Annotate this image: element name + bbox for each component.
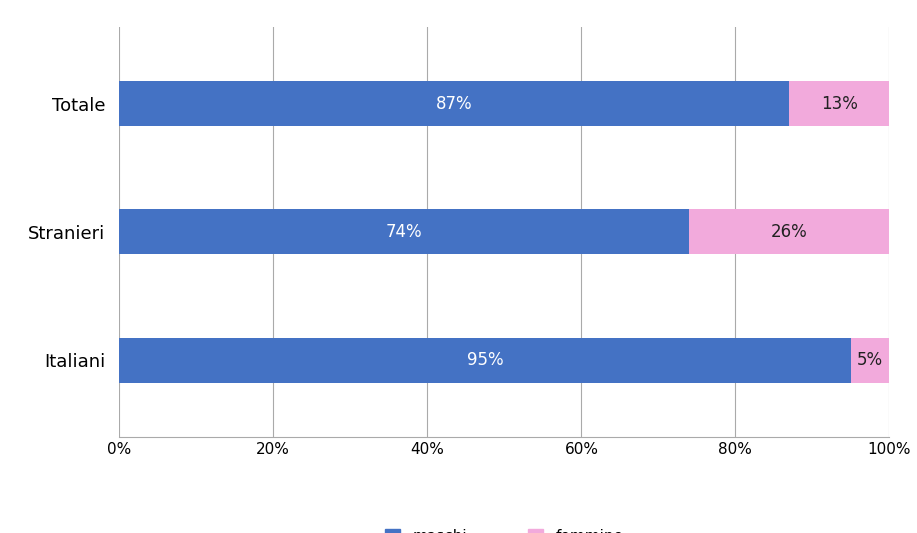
Bar bbox=[790, 81, 889, 126]
Bar bbox=[851, 338, 889, 383]
Text: 26%: 26% bbox=[771, 223, 808, 241]
Bar bbox=[119, 81, 790, 126]
Text: 87%: 87% bbox=[436, 94, 472, 112]
Text: 74%: 74% bbox=[386, 223, 423, 241]
Bar bbox=[119, 209, 690, 254]
Text: 95%: 95% bbox=[467, 351, 503, 369]
Bar bbox=[690, 209, 889, 254]
Text: 13%: 13% bbox=[821, 94, 858, 112]
Legend: maschi, femmine: maschi, femmine bbox=[385, 529, 624, 533]
Bar bbox=[119, 338, 851, 383]
Text: 5%: 5% bbox=[857, 351, 883, 369]
